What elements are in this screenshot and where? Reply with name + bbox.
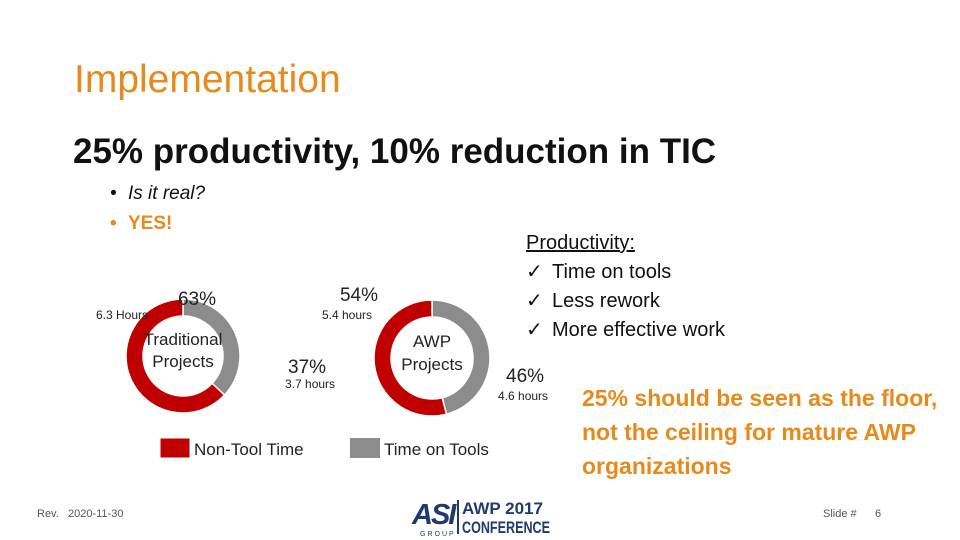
productivity-item-text: Less rework bbox=[552, 290, 660, 312]
logo-line1: AWP 2017 bbox=[462, 499, 543, 518]
logo-divider bbox=[457, 500, 459, 534]
bullet-dot: • bbox=[110, 183, 117, 204]
slide-title: Implementation bbox=[74, 58, 341, 101]
slide-headline: 25% productivity, 10% reduction in TIC bbox=[73, 132, 717, 171]
slide-number: 6 bbox=[874, 508, 882, 520]
logo-mark: ASI bbox=[411, 499, 457, 531]
donut-center-label: AWP bbox=[413, 332, 451, 351]
legend-swatch-time-on-tools bbox=[350, 438, 380, 458]
productivity-item-text: More effective work bbox=[552, 319, 726, 341]
productivity-item-text: Time on tools bbox=[552, 261, 672, 283]
slice-sub-label: 6.3 Hours bbox=[96, 308, 148, 322]
callout-text: 25% should be seen as the floor, not the… bbox=[582, 385, 938, 479]
footer-rev-label: Rev. bbox=[37, 508, 59, 520]
donut-traditional bbox=[125, 298, 241, 414]
slice-sub-label: 5.4 hours bbox=[322, 308, 372, 322]
slice-sub-label: 3.7 hours bbox=[285, 377, 335, 391]
footer-slide-label: Slide # bbox=[823, 508, 857, 520]
legend-swatch-non-tool bbox=[159, 437, 191, 459]
donut-center-label: Projects bbox=[401, 355, 462, 374]
checkmark-icon: ✓ bbox=[526, 290, 543, 312]
productivity-item: ✓ Less rework bbox=[526, 287, 725, 316]
donut-labels: 63% 6.3 Hours 37% 3.7 hours Traditional … bbox=[96, 285, 548, 403]
slice-value-label: 46% bbox=[506, 366, 544, 387]
donut-center-label: Traditional bbox=[144, 330, 223, 349]
logo-mark-sub: GROUP bbox=[420, 531, 456, 538]
donut-charts: 63% 6.3 Hours 37% 3.7 hours Traditional … bbox=[96, 285, 548, 459]
legend-label: Non-Tool Time bbox=[194, 440, 304, 459]
productivity-item: ✓ More effective work bbox=[526, 316, 725, 345]
footer-revision: Rev. 2020-11-30 bbox=[37, 508, 123, 520]
legend-label: Time on Tools bbox=[384, 440, 489, 459]
logo-line2: CONFERENCE bbox=[462, 518, 550, 537]
footer-rev-date: 2020-11-30 bbox=[67, 508, 124, 520]
slice-value-label: 37% bbox=[288, 357, 326, 378]
slice-non-tool-time bbox=[373, 299, 448, 417]
donut-awp bbox=[373, 299, 491, 417]
checkmark-icon: ✓ bbox=[526, 319, 543, 341]
productivity-item: ✓ Time on tools bbox=[526, 258, 725, 287]
slice-value-label: 63% bbox=[178, 289, 216, 310]
bullet-text: Is it real? bbox=[128, 183, 206, 204]
bullet-text: YES! bbox=[128, 213, 173, 234]
slice-non-tool-time bbox=[125, 298, 226, 414]
slice-value-label: 54% bbox=[340, 285, 378, 306]
bullet-dot: • bbox=[110, 213, 117, 234]
donut-center-label: Projects bbox=[152, 352, 213, 371]
bullet-is-it-real: • Is it real? bbox=[110, 183, 205, 205]
footer-slide-number: Slide # 6 bbox=[823, 508, 881, 520]
chart-legend: Non-Tool Time Time on Tools bbox=[159, 437, 489, 459]
productivity-heading: Productivity: bbox=[526, 232, 635, 254]
productivity-list: Productivity: ✓ Time on tools ✓ Less rewor… bbox=[526, 229, 725, 345]
conference-logo: ASI GROUP AWP 2017 CONFERENCE bbox=[411, 499, 550, 538]
checkmark-icon: ✓ bbox=[526, 261, 543, 283]
bullet-yes: • YES! bbox=[110, 213, 172, 235]
slice-sub-label: 4.6 hours bbox=[498, 389, 548, 403]
